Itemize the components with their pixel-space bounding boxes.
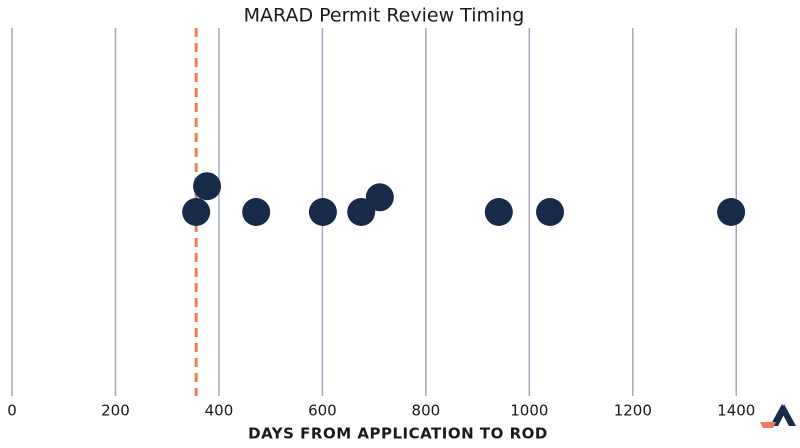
x-tick-label: 1000: [510, 402, 548, 420]
x-tick-label: 0: [7, 402, 17, 420]
x-tick-label: 400: [205, 402, 234, 420]
logo: [760, 404, 796, 428]
point: [308, 198, 337, 226]
x-tick-label: 600: [308, 402, 337, 420]
chart-title: MARAD Permit Review Timing: [244, 5, 525, 27]
point: [242, 198, 271, 226]
point: [717, 198, 746, 226]
x-axis-label: DAYS FROM APPLICATION TO ROD: [248, 425, 548, 443]
point: [536, 198, 565, 226]
x-tick-label: 1200: [614, 402, 652, 420]
point: [193, 172, 222, 201]
x-tick-label: 200: [101, 402, 130, 420]
point: [365, 183, 394, 212]
point: [484, 198, 513, 226]
x-tick-label: 800: [412, 402, 441, 420]
x-tick-label: 1400: [717, 402, 755, 420]
point: [182, 198, 211, 226]
